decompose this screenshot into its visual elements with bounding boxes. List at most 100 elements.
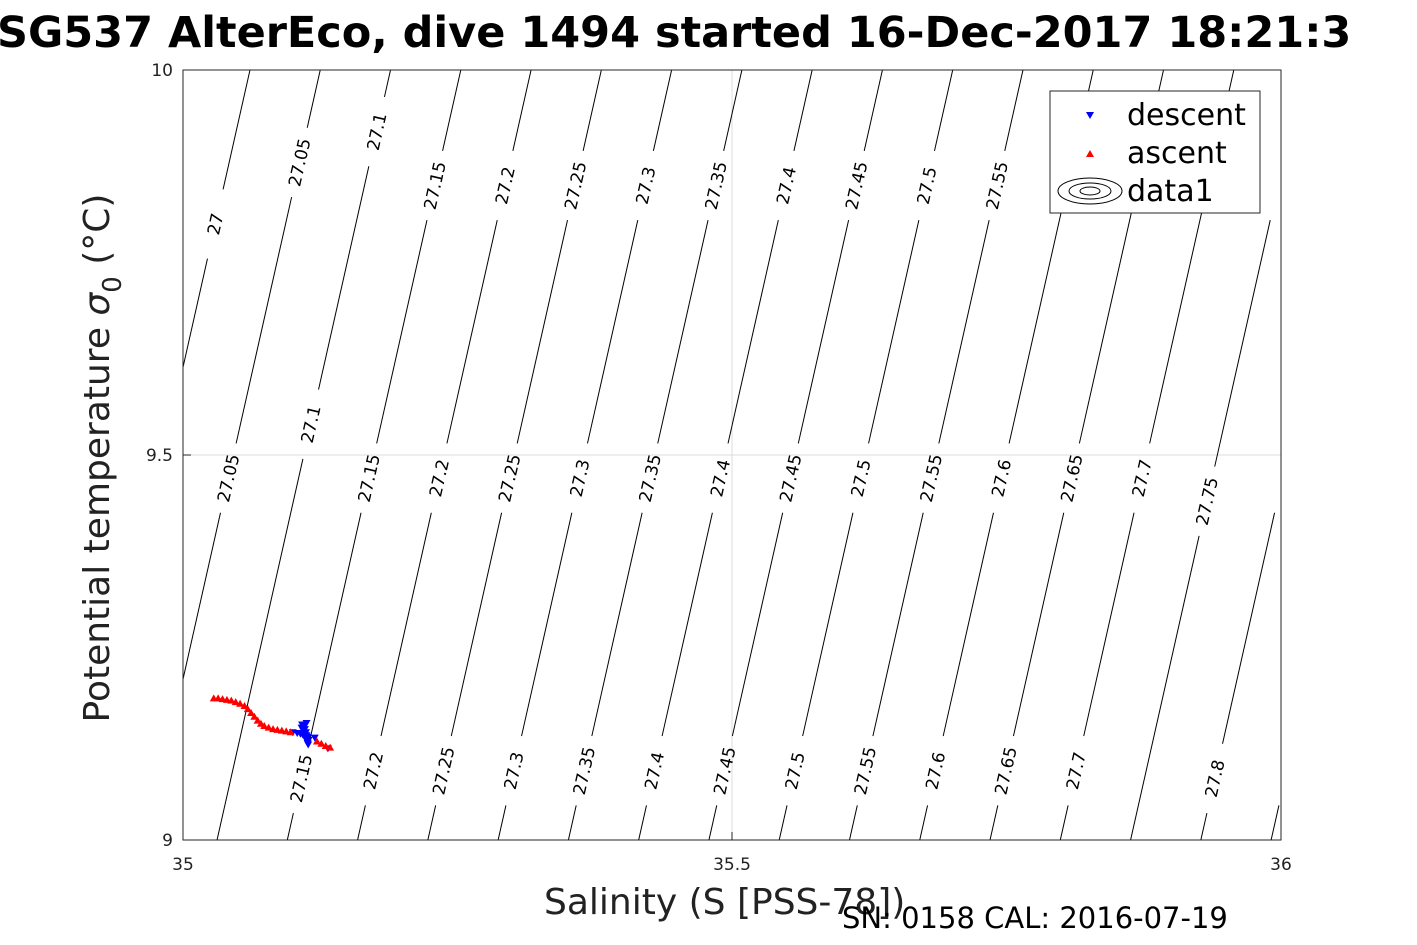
- density-contour-line: [1295, 70, 1417, 736]
- density-contour-line: [919, 805, 929, 840]
- density-contour-line: [657, 220, 709, 444]
- y-tick-label: 9.5: [146, 446, 173, 466]
- density-contour-line: [989, 805, 999, 840]
- ascent-point: [227, 696, 236, 704]
- density-contour-line: [802, 512, 854, 737]
- density-contour-line: [306, 70, 321, 128]
- legend-ascent-marker: [1086, 150, 1094, 157]
- svg-text:Potential temperature σ0 (°C): Potential temperature σ0 (°C): [77, 194, 128, 723]
- ascent-point: [250, 712, 259, 720]
- density-contour-line: [1059, 805, 1069, 840]
- density-contour-line: [308, 512, 362, 744]
- density-contour-line: [942, 512, 994, 737]
- density-contour-line: [708, 805, 718, 840]
- legend-ascent-label: ascent: [1127, 136, 1227, 171]
- ascent-point: [253, 716, 262, 724]
- density-contours: [183, 70, 1417, 840]
- footer-calibration: SN: 0158 CAL: 2016-07-19: [842, 901, 1228, 935]
- ascent-point: [326, 743, 335, 751]
- density-contour-line: [446, 220, 498, 444]
- x-tick-label: 36: [1270, 855, 1292, 875]
- legend-descent-marker: [1086, 112, 1094, 119]
- descent-point: [310, 734, 319, 742]
- density-contour-line: [872, 512, 924, 737]
- density-contour-line: [1083, 512, 1135, 737]
- ascent-point: [312, 737, 321, 745]
- chart-title: SG537 AlterEco, dive 1494 started 16-Dec…: [0, 8, 1351, 58]
- density-contour-label: 27: [204, 211, 228, 237]
- density-contour-line: [661, 512, 713, 737]
- density-contour-line: [376, 220, 428, 444]
- ascent-point: [231, 698, 240, 706]
- x-tick-label: 35: [172, 855, 194, 875]
- density-contour-line: [1004, 70, 1024, 151]
- x-tick-label: 35.5: [713, 855, 751, 875]
- density-contour-line: [723, 70, 743, 151]
- density-contour-line: [591, 512, 643, 737]
- density-contour-line: [1270, 805, 1280, 840]
- density-contour-line: [516, 220, 568, 444]
- density-contour-line: [512, 70, 532, 151]
- density-contour-line: [868, 220, 920, 444]
- legend-contour-label: data1: [1127, 174, 1214, 209]
- density-contour-line: [183, 512, 221, 682]
- density-contour-line: [933, 70, 954, 151]
- density-contour-line: [586, 220, 639, 444]
- ascent-point: [247, 708, 256, 716]
- density-contour-line: [442, 70, 462, 151]
- y-axis-ticks: 9 9.5 10: [146, 61, 191, 851]
- density-contour-line: [848, 805, 858, 840]
- legend: descent ascent data1: [1049, 90, 1261, 214]
- y-tick-label: 9: [162, 831, 173, 851]
- ascent-point: [264, 723, 273, 731]
- density-contour-line: [1286, 70, 1304, 151]
- density-contour-line: [497, 805, 507, 840]
- y-axis-label-subscript: 0: [98, 276, 128, 293]
- density-contour-line: [1130, 535, 1200, 840]
- density-contour-line: [793, 70, 813, 151]
- ascent-point: [236, 699, 245, 707]
- density-contour-line: [1290, 70, 1374, 443]
- descent-point: [304, 736, 313, 744]
- density-contour-line: [863, 70, 883, 151]
- y-tick-label: 10: [151, 61, 173, 81]
- density-contour-line: [1214, 220, 1271, 467]
- density-contour-line: [450, 512, 503, 737]
- density-contour-line: [1200, 812, 1208, 840]
- ascent-series: [209, 694, 335, 751]
- ascent-point: [286, 728, 295, 736]
- density-contour-line: [582, 70, 602, 151]
- y-axis-label: Potential temperature σ0 (°C): [77, 194, 128, 723]
- y-axis-label-text: Potential temperature: [77, 327, 118, 722]
- density-contour-line: [1222, 512, 1276, 744]
- density-contour-line: [318, 166, 370, 390]
- density-contour-line: [938, 220, 990, 444]
- density-contour-line: [286, 812, 294, 840]
- ascent-point: [260, 722, 269, 730]
- density-contour-line: [383, 70, 392, 98]
- x-axis-ticks: 35 35.5 36: [172, 832, 1292, 875]
- descent-point: [302, 719, 311, 727]
- density-contour-line: [1012, 512, 1065, 737]
- density-contour-line: [778, 805, 788, 840]
- density-contour-line: [521, 512, 573, 737]
- density-contour-line: [727, 220, 779, 444]
- descent-point: [304, 741, 313, 749]
- density-contour-line: [652, 70, 673, 151]
- x-axis-label: Salinity (S [PSS-78]): [544, 882, 905, 923]
- density-contour-line: [357, 805, 366, 840]
- ascent-point: [321, 742, 330, 750]
- density-contour-line: [216, 458, 304, 840]
- y-axis-label-unit: (°C): [77, 194, 118, 265]
- grid-lines: [183, 70, 1281, 840]
- density-contour-line: [731, 512, 784, 737]
- density-contour-line: [638, 805, 647, 840]
- density-contour-line: [380, 512, 432, 737]
- ascent-point: [243, 705, 252, 713]
- ascent-point: [317, 739, 326, 747]
- legend-box: [1049, 90, 1261, 214]
- density-contour-line: [183, 258, 208, 370]
- density-contour-line: [222, 70, 251, 190]
- density-contour-line: [567, 805, 577, 840]
